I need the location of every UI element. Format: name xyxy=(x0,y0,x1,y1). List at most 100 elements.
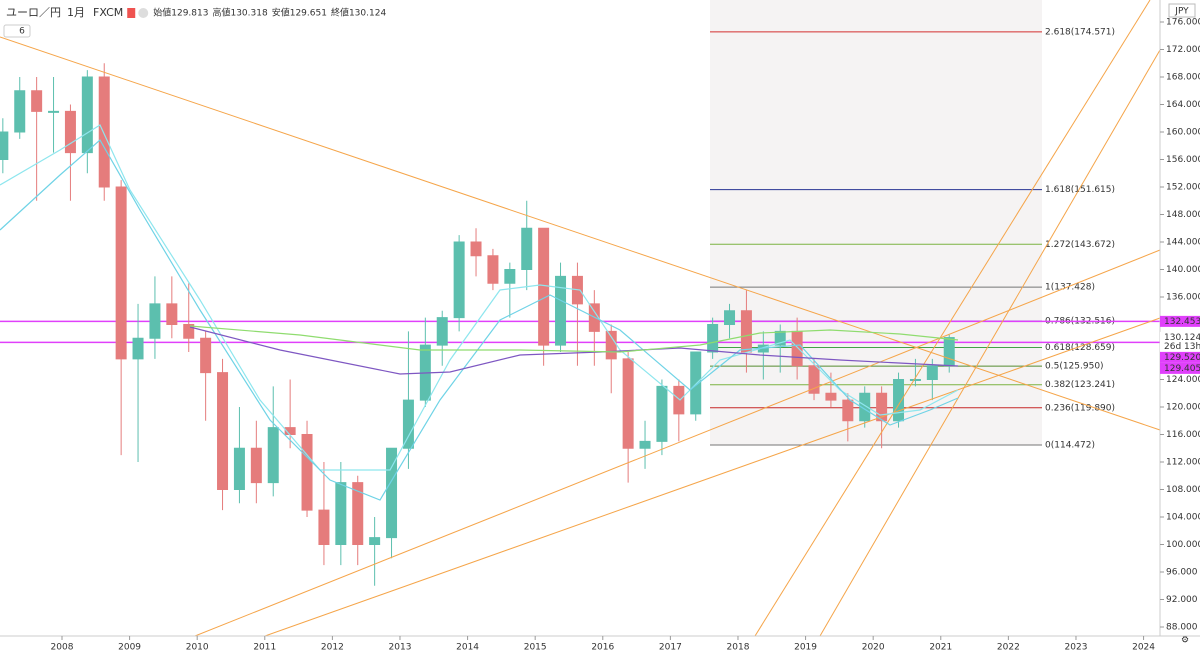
candle-body xyxy=(14,90,26,133)
candle-body xyxy=(335,482,347,545)
ohlc-name: 終値 xyxy=(331,7,349,19)
fib-label: 1.272(143.672) xyxy=(1045,240,1115,250)
trend-line xyxy=(194,249,1161,637)
candle-body xyxy=(774,330,786,346)
candle-body xyxy=(0,131,9,160)
y-tick-label: 136.000 xyxy=(1166,292,1200,302)
candle-body xyxy=(943,337,955,367)
candle-body xyxy=(926,365,938,380)
trend-lines xyxy=(0,0,1161,637)
ohlc-value: 129.813 xyxy=(171,9,208,19)
header-exchange: FXCM xyxy=(93,6,123,19)
y-tick-label: 116.000 xyxy=(1166,430,1200,440)
candle-body xyxy=(808,365,820,394)
y-tick-label: 172.000 xyxy=(1166,45,1200,55)
x-tick-label: 2020 xyxy=(862,643,885,653)
ohlc-name: 安値 xyxy=(272,7,290,19)
candle-body xyxy=(909,378,921,381)
candle-body xyxy=(740,310,752,353)
candle-body xyxy=(200,337,212,374)
x-tick-label: 2023 xyxy=(1065,643,1088,653)
y-tick-label: 96.000 xyxy=(1166,567,1198,577)
candle-body xyxy=(470,241,482,257)
candle-body xyxy=(487,255,499,284)
flag xyxy=(127,8,136,18)
fib-background xyxy=(710,0,1042,446)
candle-body xyxy=(81,76,93,154)
ohlc-name: 高値 xyxy=(212,7,230,19)
candle-body xyxy=(605,330,617,360)
y-tick-label: 164.000 xyxy=(1166,100,1200,110)
fib-label: 0.382(123.241) xyxy=(1045,380,1115,390)
y-tick-label: 144.000 xyxy=(1166,237,1200,247)
candle-body xyxy=(233,447,245,490)
price-badge-label: 132.453 xyxy=(1164,317,1200,327)
indicator-toggle[interactable] xyxy=(3,24,31,38)
trend-line xyxy=(0,36,1161,431)
ohlc-value: 130.318 xyxy=(230,9,267,19)
y-tick-label: 176.000 xyxy=(1166,17,1200,27)
candle-body xyxy=(639,440,651,449)
candle-body xyxy=(876,392,888,422)
currency-box xyxy=(1168,3,1196,18)
candle-body xyxy=(250,447,262,484)
x-tick-label: 2021 xyxy=(929,643,952,653)
y-tick-label: 100.000 xyxy=(1166,540,1200,550)
candle-body xyxy=(267,427,279,484)
candle-body xyxy=(690,351,702,415)
eye-icon[interactable] xyxy=(138,8,149,18)
moving-average xyxy=(0,139,959,501)
candle-body xyxy=(842,399,854,422)
y-tick-label: 104.000 xyxy=(1166,512,1200,522)
candle-body xyxy=(402,399,414,449)
x-tick-label: 2014 xyxy=(456,643,479,653)
settings-icon[interactable]: ⚙ xyxy=(1181,636,1189,646)
candle-body xyxy=(622,358,634,449)
y-tick-label: 148.000 xyxy=(1166,210,1200,220)
price-badge-label: 130.124 xyxy=(1164,333,1200,343)
candle-body xyxy=(301,433,313,511)
fib-label: 1.618(151.615) xyxy=(1045,185,1115,195)
x-tick-label: 2016 xyxy=(591,643,614,653)
fib-label: 0.618(128.659) xyxy=(1045,343,1115,353)
price-badge-label: 129.405 xyxy=(1164,364,1200,374)
header-bg xyxy=(0,2,300,22)
ohlc-name: 始値 xyxy=(153,7,171,19)
fib-label: 0.5(125.950) xyxy=(1045,362,1104,372)
fib-label: 1(137.428) xyxy=(1045,283,1095,293)
ohlc-value: 129.651 xyxy=(290,9,327,19)
candle-body xyxy=(48,110,60,113)
price-badge-label: 129.520 xyxy=(1164,353,1200,363)
header-symbol: ユーロ／円 xyxy=(6,6,61,19)
ohlc-value: 130.124 xyxy=(349,9,386,19)
price-badge xyxy=(1160,362,1200,374)
candle-body xyxy=(352,482,364,545)
x-tick-label: 2013 xyxy=(389,643,412,653)
candle-body xyxy=(656,385,668,442)
x-tick-label: 2024 xyxy=(1132,643,1155,653)
countdown: 26d 13h xyxy=(1164,342,1200,352)
fib-label: 0.236(119.890) xyxy=(1045,403,1115,413)
header: ユーロ／円 1月 FXCM 始値 129.813 高値 130.318 安値 129.651 終値… xyxy=(0,2,1196,38)
candle-body xyxy=(724,310,736,325)
moving-average xyxy=(189,325,959,353)
candle-body xyxy=(707,323,719,353)
candle-body xyxy=(859,392,871,422)
candle-body xyxy=(318,509,330,545)
x-tick-label: 2019 xyxy=(794,643,817,653)
candle-body xyxy=(791,330,803,367)
y-tick-label: 160.000 xyxy=(1166,127,1200,137)
y-tick-label: 92.000 xyxy=(1166,595,1198,605)
candle-body xyxy=(555,275,567,346)
x-tick-label: 2010 xyxy=(186,643,209,653)
candle-body xyxy=(369,537,381,545)
fib-label: 0(114.472) xyxy=(1045,441,1095,451)
candle-body xyxy=(98,76,110,188)
y-tick-label: 156.000 xyxy=(1166,155,1200,165)
candle-body xyxy=(673,385,685,415)
trend-line xyxy=(819,49,1161,637)
y-tick-label: 152.000 xyxy=(1166,182,1200,192)
candle-body xyxy=(31,90,43,112)
